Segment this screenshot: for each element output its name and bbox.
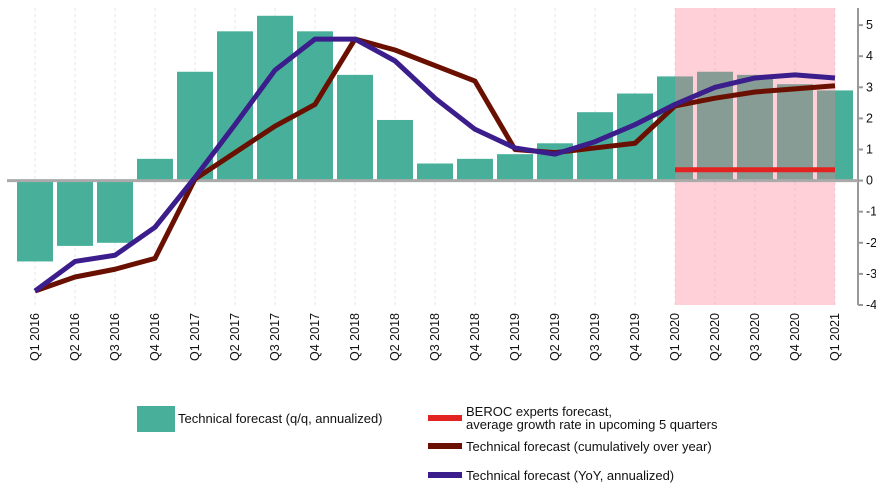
line [34,36,836,294]
bar [17,180,53,262]
bar [97,180,133,243]
y-tick-label: 5 [866,18,873,32]
bar [777,84,813,181]
x-tick-label: Q1 2016 [28,313,42,361]
x-tick-label: Q2 2019 [548,313,562,361]
bar [457,158,493,181]
y-tick-label: 2 [866,111,873,125]
y-tick-label: -4 [866,298,876,312]
bar [657,76,693,181]
x-tick-label: Q2 2016 [68,313,82,361]
y-tick-label: 4 [866,49,873,63]
y-tick-label: 0 [866,174,873,188]
legend-label: Technical forecast (YoY, annualized) [466,468,675,483]
x-tick-label: Q4 2018 [468,313,482,361]
x-tick-label: Q3 2018 [428,313,442,361]
legend-label: Technical forecast (cumulatively over ye… [466,439,712,454]
bar [257,15,293,181]
bar [337,74,373,181]
legend-label: Technical forecast (q/q, annualized) [178,411,383,426]
y-tick-label: -3 [866,267,876,281]
legend-swatch [137,406,175,432]
legend-swatch [428,443,462,449]
x-tick-label: Q4 2017 [308,313,322,361]
x-tick-label: Q3 2017 [268,313,282,361]
legend-swatch [428,472,462,478]
x-tick-label: Q1 2017 [188,313,202,361]
line [33,36,836,294]
x-tick-label: Q1 2020 [668,313,682,361]
forecast-shade [675,8,835,305]
x-tick-label: Q2 2020 [708,313,722,361]
bar [377,119,413,181]
bar [57,180,93,246]
y-tick-label: 1 [866,143,873,157]
bar [817,90,853,181]
y-tick-label: -2 [866,236,876,250]
x-tick-label: Q3 2016 [108,313,122,361]
bar [417,163,453,181]
x-tick-label: Q2 2017 [228,313,242,361]
x-tick-label: Q3 2019 [588,313,602,361]
x-tick-label: Q4 2020 [788,313,802,361]
x-tick-label: Q4 2016 [148,313,162,361]
x-tick-label: Q4 2019 [628,313,642,361]
x-tick-label: Q3 2020 [748,313,762,361]
bar [617,93,653,181]
legend-label: BEROC experts forecast, average growth r… [466,404,718,432]
x-tick-label: Q1 2019 [508,313,522,361]
x-tick-label: Q2 2018 [388,313,402,361]
legend-swatch [428,415,462,421]
x-tick-label: Q1 2021 [828,313,842,361]
bar [497,154,533,181]
x-tick-label: Q1 2018 [348,313,362,361]
y-tick-label: 3 [866,80,873,94]
y-tick-label: -1 [866,205,876,219]
bar [137,158,173,181]
